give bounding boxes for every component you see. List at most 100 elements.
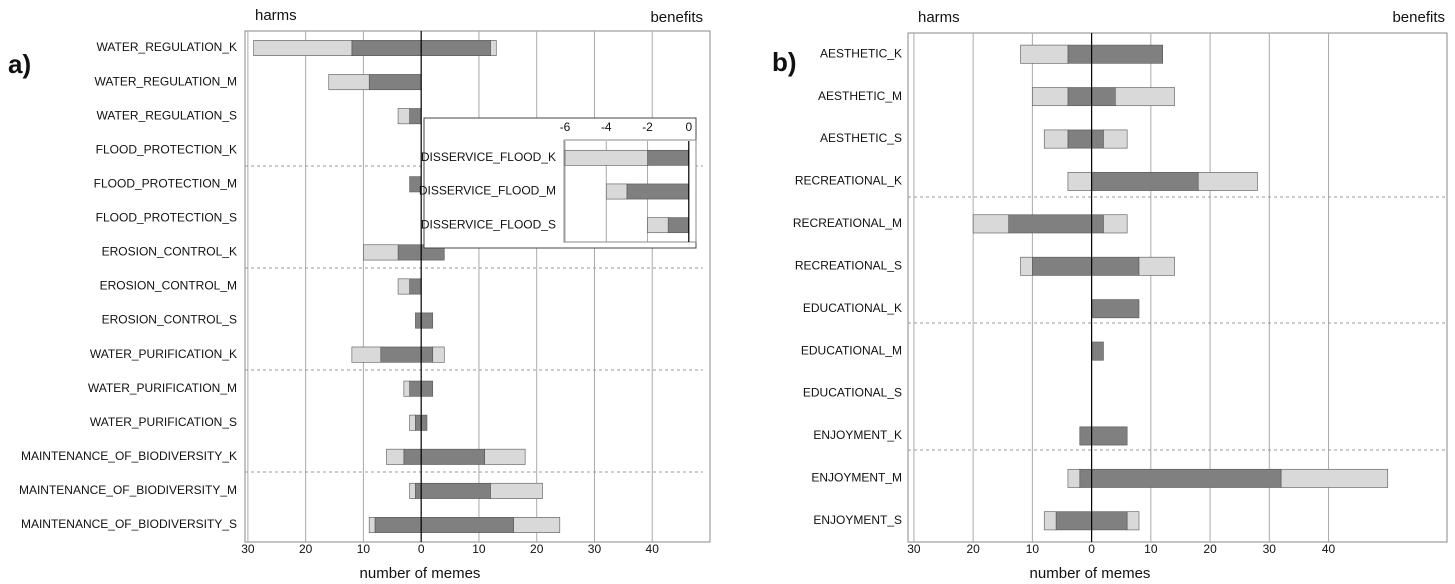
x-tick-label: 10 (1026, 542, 1040, 556)
panel-label: b) (772, 47, 797, 77)
category-label: MAINTENANCE_OF_BIODIVERSITY_K (21, 449, 237, 463)
bar-segment (409, 278, 422, 295)
bar-segment (363, 244, 399, 261)
category-label: EDUCATIONAL_S (803, 386, 902, 400)
right-label: benefits (650, 9, 703, 26)
bar-segment (1020, 44, 1069, 64)
x-tick-label: 20 (530, 542, 544, 556)
grid (913, 33, 1330, 542)
bar-segment (972, 214, 1009, 234)
category-label: EDUCATIONAL_K (803, 301, 902, 315)
x-tick-label: 20 (966, 542, 980, 556)
x-tick-label: 30 (588, 542, 602, 556)
bar-segment (415, 414, 422, 431)
category-label: WATER_REGULATION_M (95, 74, 237, 88)
x-tick-label: 30 (1263, 542, 1277, 556)
category-label: DISSERVICE_FLOOD_S (421, 217, 556, 231)
x-tick-label: 20 (299, 542, 313, 556)
category-label: RECREATIONAL_S (795, 258, 902, 272)
x-tick-label: 30 (907, 542, 921, 556)
bar-segment (1126, 511, 1140, 531)
bar-segment (1103, 214, 1128, 234)
category-label: FLOOD_PROTECTION_K (96, 142, 237, 156)
bar-segment (253, 40, 353, 56)
bar-segment (1008, 214, 1092, 234)
x-tick-label: -4 (601, 120, 612, 134)
x-tick-label: -2 (642, 120, 653, 134)
x-tick-label: 20 (1203, 542, 1217, 556)
bar-segment (564, 149, 648, 166)
bar-segment (513, 517, 561, 533)
bar-segment (1055, 511, 1092, 531)
bar-segment (626, 183, 690, 200)
bar-segment (432, 346, 445, 363)
x-tick-label: 40 (1322, 542, 1336, 556)
bar-segment (647, 149, 690, 166)
bar-segment (409, 108, 422, 125)
bar-segment (397, 108, 410, 125)
bar-segment (1091, 468, 1282, 488)
bar-segment (368, 517, 376, 533)
bar-segment (1043, 129, 1069, 149)
x-tick-label: 10 (1144, 542, 1158, 556)
category-label: DISSERVICE_FLOOD_M (419, 184, 556, 198)
bar-segment (1091, 341, 1104, 361)
bar-segment (1067, 44, 1092, 64)
bar-segment (1091, 44, 1163, 64)
bar-segment (380, 346, 422, 363)
bar-segment (403, 448, 422, 465)
x-axis-label: number of memes (1030, 565, 1151, 582)
panel-b: b) harms benefits number of memes 30 20 10… (772, 9, 1448, 582)
left-label: harms (918, 9, 960, 26)
bar-segment (420, 380, 434, 397)
bar-segment (647, 217, 669, 234)
x-tick-label: 0 (685, 120, 692, 134)
x-tick-label: 10 (472, 542, 486, 556)
x-tick-label: 40 (646, 542, 660, 556)
panel-a: a) harms benefits number of memes 30 20 10… (8, 7, 711, 582)
bar-segment (1091, 426, 1128, 446)
panel-label: a) (8, 49, 31, 79)
bar-segment (1079, 426, 1092, 446)
bar-segment (420, 482, 491, 499)
bar-segment (1197, 172, 1258, 191)
category-label: EROSION_CONTROL_K (102, 245, 237, 259)
category-label: ENJOYMENT_S (813, 513, 902, 527)
category-label: EROSION_CONTROL_S (102, 313, 237, 327)
bar-segment (1091, 299, 1140, 319)
x-tick-label: 0 (418, 542, 425, 556)
bar-segment (409, 380, 422, 397)
bar-segment (1067, 129, 1092, 149)
bar-segment (490, 482, 543, 499)
inset: -6 -4 -2 0 DISSERVICE_FLOOD_K DISSERVICE_FLOO… (419, 117, 697, 249)
right-label: benefits (1392, 9, 1445, 26)
x-tick-label: -6 (560, 120, 571, 134)
category-label: WATER_PURIFICATION_K (90, 347, 237, 361)
category-label: AESTHETIC_M (818, 89, 902, 103)
bar-segment (415, 482, 422, 499)
bar-segment (1115, 87, 1175, 107)
inset-plot-frame (563, 139, 697, 243)
bar-segment (1103, 129, 1128, 149)
category-label: ENJOYMENT_M (811, 471, 902, 485)
bar-segment (409, 414, 416, 431)
bar-segment (1032, 256, 1092, 276)
bar-segment (484, 448, 526, 465)
category-label: ENJOYMENT_K (813, 428, 902, 442)
x-tick-label: 10 (357, 542, 371, 556)
bar-segment (1091, 256, 1140, 276)
bar-segment (420, 414, 428, 431)
bar-segment (420, 448, 486, 465)
bar-segment (490, 40, 497, 56)
bar-segment (1067, 172, 1092, 191)
bar-segment (409, 482, 416, 499)
category-label: AESTHETIC_K (820, 46, 902, 60)
bar-segment (420, 346, 434, 363)
bar-segment (374, 517, 422, 533)
category-label: FLOOD_PROTECTION_M (94, 176, 237, 190)
category-label: DISSERVICE_FLOOD_K (421, 150, 556, 164)
bar-segment (351, 346, 382, 363)
plot-frame (907, 32, 1448, 543)
bar-segment (397, 278, 410, 295)
